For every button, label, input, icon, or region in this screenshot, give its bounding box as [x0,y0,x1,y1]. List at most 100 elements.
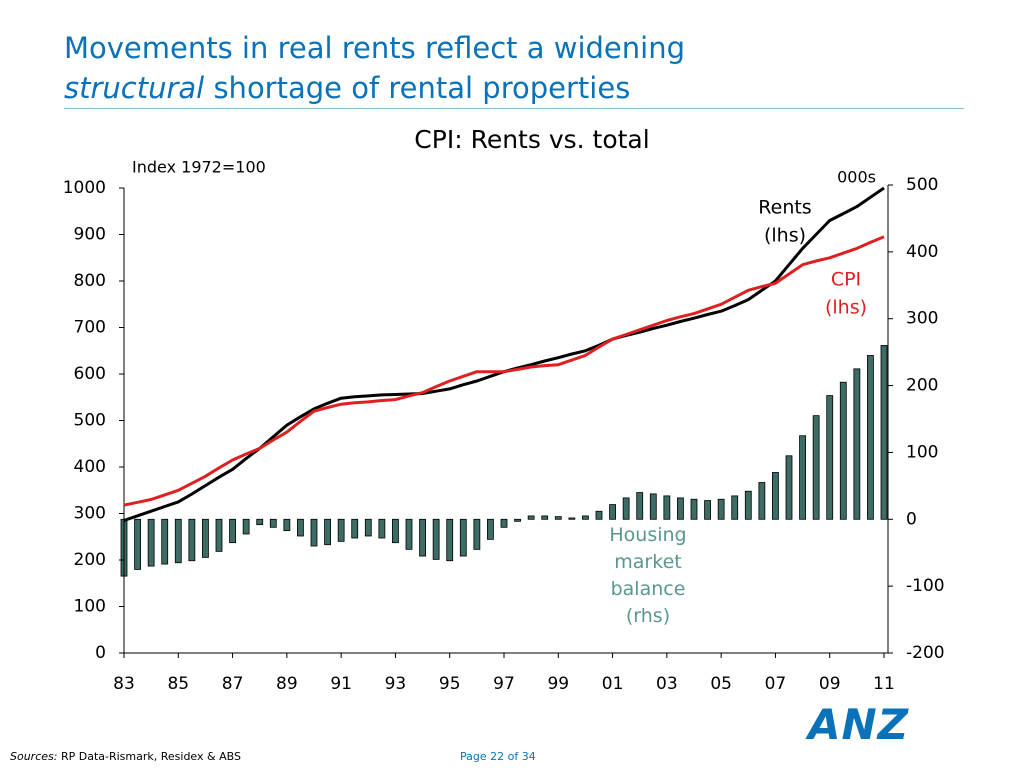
bar [867,355,874,520]
bar [188,518,196,562]
bar [351,518,359,539]
y-axis-label: Index 1972=100 [132,158,266,177]
x-tick-label: 83 [113,674,135,694]
x-tick-label: 91 [330,674,352,694]
y2-tick-label: 100 [906,442,938,462]
bar [202,518,209,558]
bar [446,518,454,562]
x-tick-label: 87 [222,674,244,694]
bar [134,518,141,570]
x-tick-label: 99 [547,674,569,694]
bar [772,472,779,520]
bar [364,518,372,537]
y-tick-label: 0 [95,643,106,663]
bar [310,518,318,547]
bar [229,518,236,544]
bar [419,518,426,557]
bar [256,518,264,526]
x-tick-label: 93 [385,674,407,694]
series-note: (lhs) [764,225,806,247]
bar [215,518,223,552]
bar [649,493,657,520]
bar [812,415,820,520]
bar [785,455,793,520]
bar [514,518,521,522]
bar [880,345,888,520]
series-label: CPI [831,269,861,291]
bar [174,518,182,564]
y-tick-label: 200 [74,550,106,570]
bar [242,518,250,535]
bar [283,518,291,532]
bar [799,435,806,520]
bar [853,368,861,520]
y2-axis-label: 000s [837,168,876,187]
series-label: Housing market balance [609,524,687,600]
bar [609,504,616,520]
bar [473,518,481,550]
bar [636,492,644,520]
bar [826,395,834,520]
series-note: (rhs) [625,605,671,627]
bar [297,518,304,537]
x-tick-label: 89 [276,674,298,694]
x-tick-label: 03 [656,674,678,694]
bar [690,498,698,520]
bar [324,518,331,546]
bar [405,518,413,550]
y2-tick-label: -200 [906,643,945,663]
series-note: (lhs) [825,297,867,319]
bar [839,381,847,520]
y2-tick-label: -100 [906,576,945,596]
chart-title: CPI: Rents vs. total [414,125,649,154]
x-tick-label: 97 [493,674,515,694]
bar [500,518,508,528]
x-tick-label: 01 [602,674,624,694]
bar [582,515,589,520]
y-tick-label: 600 [74,364,106,384]
bar [378,518,386,539]
bar [744,490,752,520]
title-line: Movements in real rents reflect a wideni… [64,31,685,65]
bar [541,515,549,520]
bar [337,518,345,542]
y2-tick-label: 200 [906,376,938,396]
x-tick-label: 11 [873,674,895,694]
bar [147,518,155,567]
bar [392,518,399,544]
title-italic: structural [64,71,205,105]
sources-text: RP Data-Rismark, Residex & ABS [60,750,241,763]
title-line: shortage of rental properties [213,71,631,105]
sources-label: Sources: [10,750,58,763]
bar [663,495,671,520]
x-tick-label: 05 [710,674,732,694]
bar [487,518,494,540]
bar [677,497,684,520]
y-tick-label: 800 [74,271,106,291]
x-tick-label: 95 [439,674,461,694]
y-tick-label: 300 [74,504,106,524]
bar [731,495,739,520]
bar [595,510,603,520]
y-tick-label: 1000 [63,178,106,198]
line [123,235,885,507]
y2-tick-label: 500 [906,175,938,195]
bar [161,518,169,565]
x-tick-label: 07 [765,674,787,694]
x-tick-label: 09 [819,674,841,694]
y2-tick-label: 0 [906,509,917,529]
y-tick-label: 400 [74,457,106,477]
y2-tick-label: 300 [906,309,938,329]
bar [622,497,630,520]
y-tick-label: 700 [74,318,106,338]
logo: ANZ [808,700,910,749]
bar [527,515,535,520]
title-rule [64,108,964,109]
page-number: Page 22 of 34 [460,750,536,763]
series-label-box: Housing market balance (rhs) [596,522,700,630]
x-tick-label: 85 [167,674,189,694]
bar [758,482,766,520]
bar [568,517,576,520]
